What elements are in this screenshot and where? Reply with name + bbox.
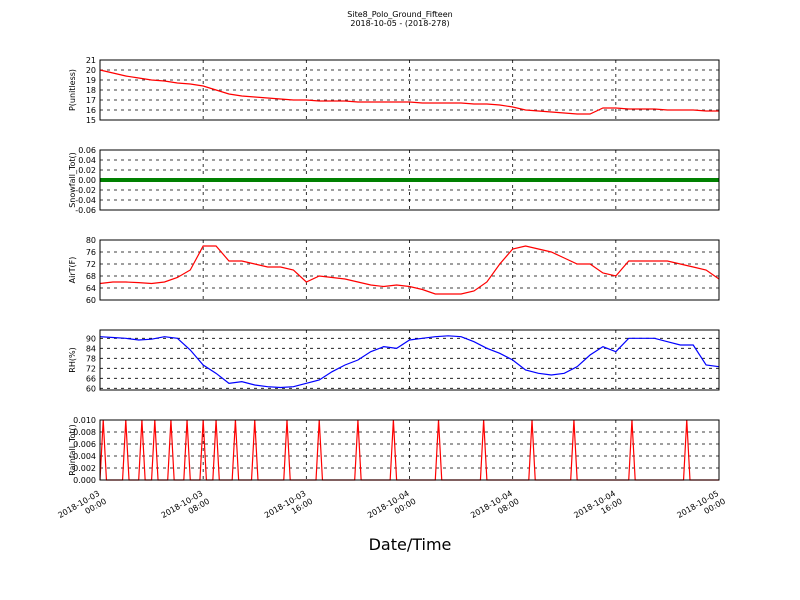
y-tick-label: 18: [86, 86, 96, 95]
y-tick-label: 0.00: [78, 176, 96, 185]
y-tick-label: 60: [86, 296, 96, 305]
y-tick-label: 76: [86, 248, 96, 257]
y-tick-label: 84: [86, 344, 96, 353]
y-tick-label: -0.04: [75, 196, 96, 205]
y-tick-label: 68: [86, 272, 96, 281]
y-tick-label: 0.002: [73, 464, 96, 473]
y-tick-label: -0.02: [75, 186, 96, 195]
y-tick-label: 0.006: [73, 440, 96, 449]
y-tick-label: 17: [86, 96, 96, 105]
chart-subtitle: 2018-10-05 - (2018-278): [350, 19, 449, 28]
chart-title: Site8_Polo_Ground_Fifteen: [347, 10, 452, 19]
y-tick-label: 0.02: [78, 166, 96, 175]
y-tick-label: 0.06: [78, 146, 96, 155]
y-tick-label: 16: [86, 106, 96, 115]
y-tick-label: 66: [86, 374, 96, 383]
panel-frame: [99, 149, 720, 211]
y-tick-label: 19: [86, 76, 96, 85]
data-line: [99, 335, 720, 389]
y-axis-label: RH(%): [68, 347, 77, 372]
y-tick-label: 80: [86, 236, 96, 245]
y-tick-label: 90: [86, 334, 96, 343]
y-tick-label: -0.06: [75, 206, 96, 215]
y-axis-label: AirT(F): [68, 257, 77, 284]
panel-frame: [99, 419, 720, 481]
y-tick-label: 0.004: [73, 452, 96, 461]
y-axis-label: Rainfall_Tot(): [68, 424, 77, 476]
y-tick-label: 64: [86, 284, 96, 293]
y-tick-label: 60: [86, 384, 96, 393]
data-line: [99, 69, 719, 115]
y-tick-label: 72: [86, 260, 96, 269]
y-tick-label: 0.008: [73, 428, 96, 437]
y-tick-label: 0.010: [73, 416, 96, 425]
data-line: [99, 245, 720, 295]
panel-frame: [99, 59, 720, 121]
y-tick-label: 21: [86, 56, 96, 65]
panel-frame: [99, 329, 720, 391]
y-tick-label: 78: [86, 354, 96, 363]
y-axis-label: Snowfall_Tot(): [68, 152, 77, 208]
y-tick-label: 15: [86, 116, 96, 125]
y-tick-label: 0.04: [78, 156, 96, 165]
y-tick-label: 0.000: [73, 476, 96, 485]
y-tick-label: 72: [86, 364, 96, 373]
x-axis-label: Date/Time: [369, 535, 452, 554]
y-tick-label: 20: [86, 66, 96, 75]
y-axis-label: P(unitless): [68, 69, 77, 111]
panel-frame: [99, 239, 720, 301]
